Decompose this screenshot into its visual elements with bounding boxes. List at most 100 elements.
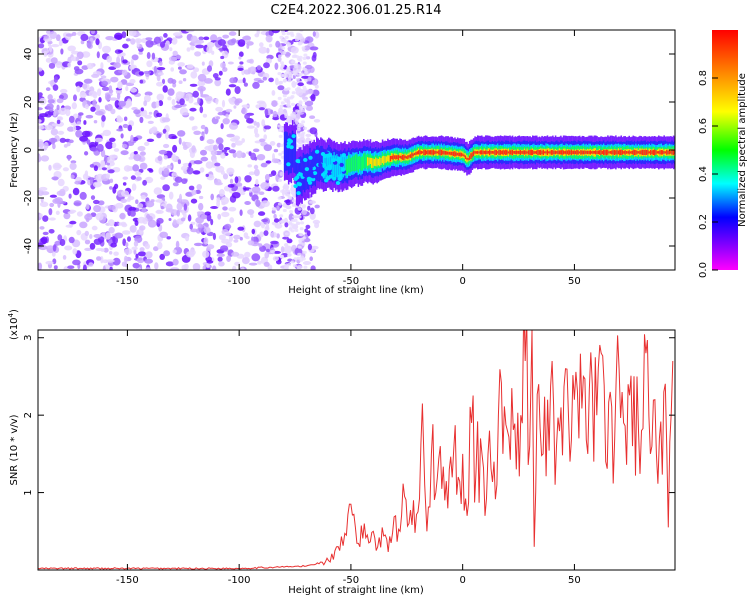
spectrogram-noise-blob	[145, 267, 151, 270]
spectrogram-noise-blob	[165, 131, 169, 140]
spectrogram-noise-blob	[248, 188, 252, 193]
spectrogram-noise-blob	[258, 243, 263, 248]
spectrogram-noise-blob	[302, 56, 307, 61]
spectrogram-signal-band	[389, 155, 392, 162]
spectrogram-signal-band	[562, 150, 565, 155]
spectrogram-noise-blob	[53, 265, 58, 270]
spectrogram-signal-band	[612, 150, 614, 155]
spectrogram-noise-blob	[135, 199, 139, 204]
spectrogram-noise-blob	[90, 106, 96, 112]
spectrogram-noise-blob	[250, 152, 257, 161]
spectrogram-noise-blob	[48, 137, 58, 143]
spectrogram-noise-blob	[310, 265, 316, 270]
spectrogram-signal-band	[662, 150, 664, 155]
spectrogram-noise-blob	[130, 38, 136, 45]
spectrogram-noise-blob	[289, 65, 294, 69]
spectrogram-noise-blob	[220, 170, 225, 175]
spectrogram-signal-band	[542, 149, 545, 156]
spectrogram-noise-blob	[53, 76, 59, 83]
spectrogram-signal-band	[495, 149, 498, 155]
spectrogram-noise-blob	[113, 148, 120, 152]
spectrogram-noise-blob	[263, 144, 272, 152]
snr-series-line	[38, 330, 674, 570]
spectrogram-noise-blob	[295, 55, 300, 59]
spectrogram-noise-blob	[52, 84, 59, 91]
spectrogram-noise-blob	[221, 149, 228, 153]
spectrogram-signal-band	[435, 150, 437, 154]
spectrogram-noise-blob	[50, 57, 58, 64]
spectrogram-noise-blob	[190, 71, 198, 79]
spectrogram-noise-blob	[256, 30, 260, 35]
spectrogram-signal-blob	[296, 191, 301, 196]
spectrogram-signal-band	[337, 156, 340, 181]
spectrogram-noise-blob	[305, 64, 313, 70]
spectrogram-noise-blob	[63, 144, 68, 148]
spectrogram-signal-band	[553, 150, 555, 155]
spectrogram-signal-band	[604, 150, 606, 155]
spectrogram-noise-blob	[225, 241, 233, 248]
spectrogram-signal-band	[517, 151, 519, 154]
spectrogram-signal-blob	[298, 172, 303, 177]
snr-y-tick-label: 3	[23, 335, 34, 341]
spectrogram-noise-blob	[291, 111, 296, 115]
spectrogram-signal-band	[405, 156, 408, 159]
spectrogram-noise-blob	[300, 221, 305, 225]
spectrogram-noise-blob	[314, 204, 320, 209]
spectrogram-noise-blob	[165, 261, 174, 267]
spectrogram-noise-blob	[297, 57, 301, 61]
spectrogram-noise-blob	[71, 31, 77, 36]
spectrogram-signal-band	[373, 159, 376, 166]
spectrogram-signal-band	[607, 149, 609, 155]
spectrogram-noise-blob	[57, 130, 65, 135]
spectrogram-noise-blob	[125, 85, 129, 92]
spectrogram-noise-blob	[294, 117, 299, 125]
spectrogram-noise-blob	[255, 179, 259, 186]
spectrogram-noise-blob	[44, 124, 53, 131]
spectrogram-noise-blob	[170, 67, 174, 72]
spectrogram-noise-blob	[301, 109, 305, 113]
spectrogram-noise-blob	[296, 32, 301, 36]
spectrogram-signal-band	[526, 151, 529, 154]
spectrogram-signal-band	[471, 152, 474, 158]
spectrogram-signal-band	[670, 151, 672, 154]
spectrogram-noise-blob	[130, 87, 138, 93]
spectrogram-noise-blob	[290, 46, 299, 54]
spectrogram-noise-blob	[139, 79, 144, 84]
spectrogram-noise-blob	[122, 230, 131, 235]
spectrogram-noise-blob	[121, 190, 130, 197]
spectrogram-noise-blob	[271, 30, 280, 34]
spectrogram-noise-blob	[157, 241, 163, 250]
spectrogram-noise-blob	[39, 226, 45, 230]
spectrogram-noise-blob	[47, 94, 53, 101]
spectrogram-noise-blob	[81, 51, 91, 58]
spectrogram-noise-blob	[301, 242, 306, 246]
spectrogram-signal-band	[356, 154, 358, 171]
spectrogram-signal-band	[605, 149, 608, 156]
spectrogram-noise-blob	[296, 125, 301, 129]
spectrogram-noise-blob	[223, 231, 231, 237]
spectrogram-noise-blob	[242, 77, 246, 84]
spectrogram-noise-blob	[38, 189, 44, 196]
spectrogram-noise-blob	[147, 219, 157, 228]
spectrogram-signal-blob	[295, 159, 300, 163]
spectrogram-noise-blob	[296, 86, 301, 90]
spectrogram-noise-blob	[40, 197, 44, 203]
spectrogram-noise-blob	[122, 182, 127, 186]
spectrogram-noise-blob	[279, 214, 284, 218]
spectrogram-noise-blob	[226, 167, 235, 175]
spectrogram-noise-blob	[270, 250, 275, 254]
colorbar-tick-label: 0.0	[698, 262, 709, 278]
spectrogram-signal-band	[570, 149, 573, 156]
spectrogram-signal-band	[645, 149, 648, 155]
spectrogram-noise-blob	[76, 211, 83, 217]
spectrogram-noise-blob	[125, 38, 131, 42]
spectrogram-signal-band	[294, 133, 297, 173]
spectrogram-noise-blob	[199, 106, 204, 114]
spectrogram-signal-band	[568, 149, 570, 155]
spectrogram-noise-blob	[214, 78, 222, 87]
spectrogram-signal-band	[486, 150, 488, 154]
spectrogram-signal-band	[494, 149, 496, 155]
spectrogram-noise-blob	[305, 105, 313, 111]
spectrogram-signal-band	[578, 151, 581, 154]
spectrogram-noise-blob	[48, 217, 56, 221]
